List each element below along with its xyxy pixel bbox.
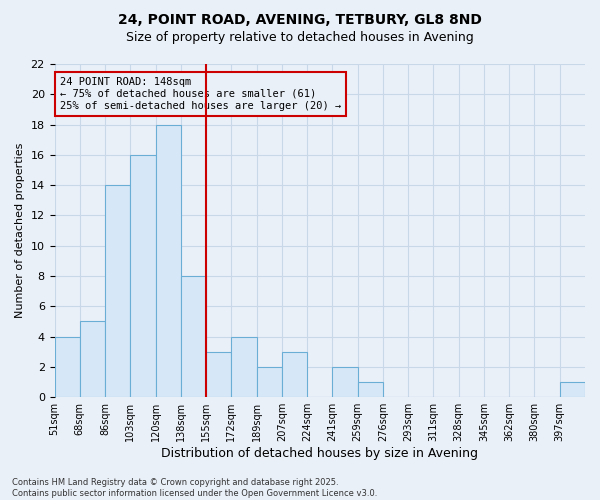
Text: Contains HM Land Registry data © Crown copyright and database right 2025.
Contai: Contains HM Land Registry data © Crown c…	[12, 478, 377, 498]
Bar	[130, 155, 155, 397]
X-axis label: Distribution of detached houses by size in Avening: Distribution of detached houses by size …	[161, 447, 478, 460]
Bar	[560, 382, 585, 397]
Bar	[55, 336, 80, 397]
Text: 24 POINT ROAD: 148sqm
← 75% of detached houses are smaller (61)
25% of semi-deta: 24 POINT ROAD: 148sqm ← 75% of detached …	[60, 78, 341, 110]
Y-axis label: Number of detached properties: Number of detached properties	[15, 143, 25, 318]
Bar	[232, 336, 257, 397]
Bar	[80, 322, 105, 397]
Bar	[257, 367, 282, 397]
Bar	[181, 276, 206, 397]
Bar	[206, 352, 232, 397]
Bar	[282, 352, 307, 397]
Text: Size of property relative to detached houses in Avening: Size of property relative to detached ho…	[126, 31, 474, 44]
Bar	[358, 382, 383, 397]
Bar	[332, 367, 358, 397]
Text: 24, POINT ROAD, AVENING, TETBURY, GL8 8ND: 24, POINT ROAD, AVENING, TETBURY, GL8 8N…	[118, 12, 482, 26]
Bar	[105, 185, 130, 397]
Bar	[155, 124, 181, 397]
